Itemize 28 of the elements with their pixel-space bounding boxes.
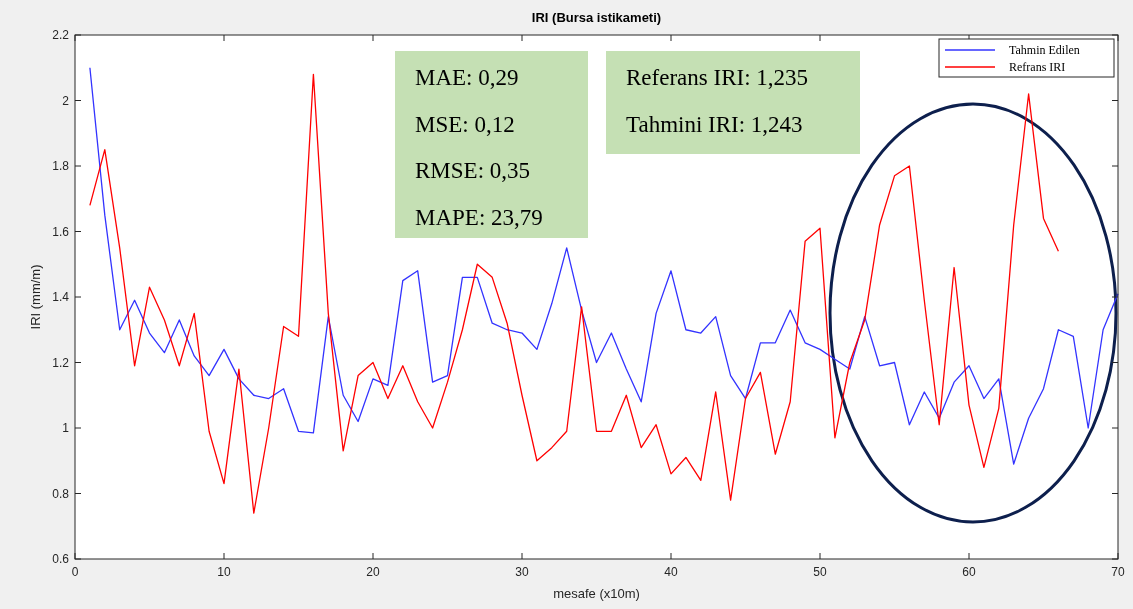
y-axis-title: IRI (mm/m) [28,264,43,330]
legend-label: Refrans IRI [1009,60,1066,74]
x-tick-label: 10 [217,565,231,579]
x-tick-label: 20 [366,565,380,579]
annotation: MAPE: 23,79 [415,204,543,230]
y-tick-label: 1.8 [52,159,70,173]
x-tick-label: 40 [664,565,678,579]
y-tick-label: 0.6 [52,552,70,566]
x-tick-label: 30 [515,565,529,579]
y-tick-label: 1 [62,421,70,435]
x-tick-label: 70 [1111,565,1125,579]
annotation: Referans IRI: 1,235 [626,65,809,90]
annotation: RMSE: 0,35 [415,158,531,183]
annotation: MAE: 0,29 [415,65,519,90]
y-tick-label: 1.2 [52,355,70,370]
legend-label: Tahmin Edilen [1009,43,1080,57]
x-tick-label: 50 [813,565,827,579]
y-tick-label: 0.8 [52,486,70,501]
x-tick-label: 60 [962,565,976,579]
chart-title: IRI (Bursa istikameti) [531,10,662,25]
annotation: Tahmini IRI: 1,243 [626,111,803,137]
x-axis-title: mesafe (x10m) [553,586,640,601]
y-tick-label: 1.6 [52,224,70,239]
annotation: MSE: 0,12 [415,111,515,137]
y-tick-label: 2.2 [52,28,70,42]
x-tick-label: 0 [71,565,79,579]
y-tick-label: 2 [62,93,70,108]
y-tick-label: 1.4 [52,290,70,304]
